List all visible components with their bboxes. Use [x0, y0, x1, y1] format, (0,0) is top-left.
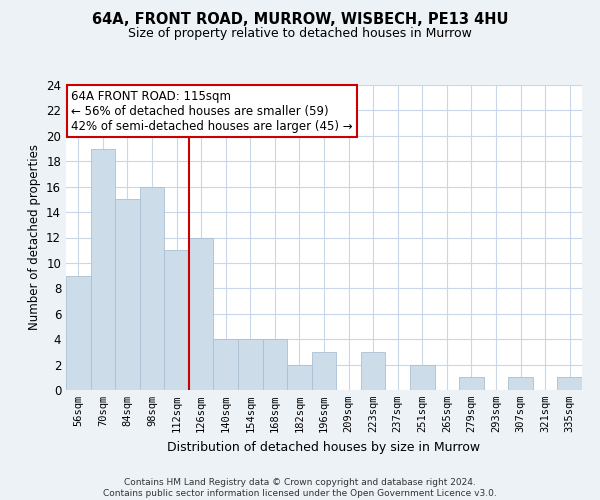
Bar — [312, 352, 336, 390]
Bar — [238, 339, 263, 390]
Bar — [66, 276, 91, 390]
Bar — [189, 238, 214, 390]
Bar — [214, 339, 238, 390]
Bar — [140, 186, 164, 390]
Bar — [287, 364, 312, 390]
X-axis label: Distribution of detached houses by size in Murrow: Distribution of detached houses by size … — [167, 440, 481, 454]
Bar — [557, 378, 582, 390]
Text: 64A FRONT ROAD: 115sqm
← 56% of detached houses are smaller (59)
42% of semi-det: 64A FRONT ROAD: 115sqm ← 56% of detached… — [71, 90, 353, 132]
Bar — [115, 200, 140, 390]
Text: Size of property relative to detached houses in Murrow: Size of property relative to detached ho… — [128, 28, 472, 40]
Text: 64A, FRONT ROAD, MURROW, WISBECH, PE13 4HU: 64A, FRONT ROAD, MURROW, WISBECH, PE13 4… — [92, 12, 508, 28]
Bar — [459, 378, 484, 390]
Bar — [164, 250, 189, 390]
Bar — [410, 364, 434, 390]
Y-axis label: Number of detached properties: Number of detached properties — [28, 144, 41, 330]
Text: Contains HM Land Registry data © Crown copyright and database right 2024.
Contai: Contains HM Land Registry data © Crown c… — [103, 478, 497, 498]
Bar — [508, 378, 533, 390]
Bar — [91, 148, 115, 390]
Bar — [263, 339, 287, 390]
Bar — [361, 352, 385, 390]
